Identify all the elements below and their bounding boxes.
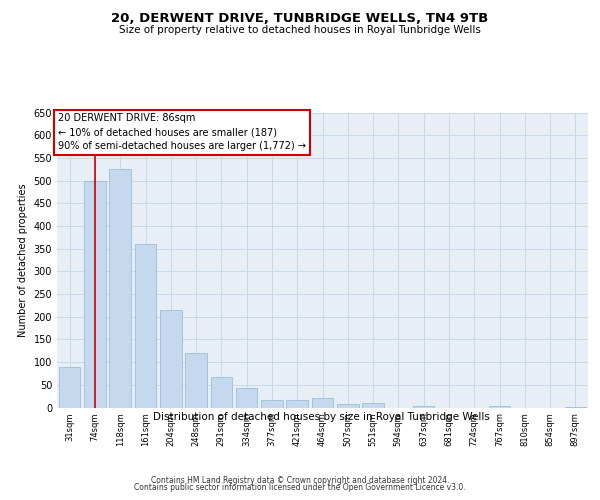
Bar — [413, 406, 434, 407]
Bar — [337, 404, 359, 407]
Bar — [236, 388, 257, 407]
Bar — [261, 400, 283, 407]
Bar — [185, 353, 207, 408]
Bar — [211, 376, 232, 408]
Text: Contains HM Land Registry data © Crown copyright and database right 2024.: Contains HM Land Registry data © Crown c… — [151, 476, 449, 485]
Bar — [312, 398, 333, 407]
Text: Size of property relative to detached houses in Royal Tunbridge Wells: Size of property relative to detached ho… — [119, 25, 481, 35]
Bar — [109, 169, 131, 408]
Bar — [286, 400, 308, 407]
Text: Contains public sector information licensed under the Open Government Licence v3: Contains public sector information licen… — [134, 484, 466, 492]
Text: Distribution of detached houses by size in Royal Tunbridge Wells: Distribution of detached houses by size … — [152, 412, 490, 422]
Bar — [160, 310, 182, 408]
Bar — [565, 406, 586, 408]
Text: 20 DERWENT DRIVE: 86sqm
← 10% of detached houses are smaller (187)
90% of semi-d: 20 DERWENT DRIVE: 86sqm ← 10% of detache… — [58, 114, 306, 152]
Bar — [135, 244, 156, 408]
Bar — [84, 180, 106, 408]
Text: 20, DERWENT DRIVE, TUNBRIDGE WELLS, TN4 9TB: 20, DERWENT DRIVE, TUNBRIDGE WELLS, TN4 … — [112, 12, 488, 26]
Bar — [59, 366, 80, 408]
Bar — [362, 403, 384, 407]
Y-axis label: Number of detached properties: Number of detached properties — [18, 183, 28, 337]
Bar — [489, 406, 510, 407]
